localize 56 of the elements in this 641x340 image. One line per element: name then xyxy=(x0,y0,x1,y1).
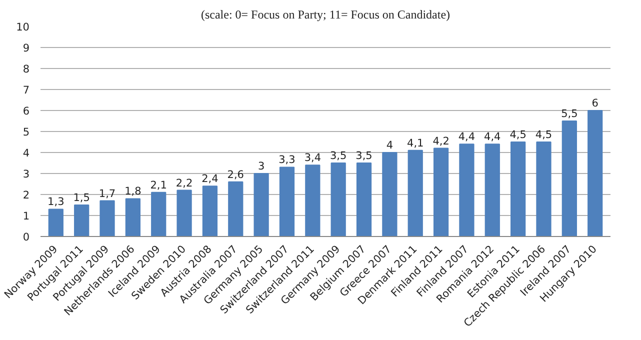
data-label: 4,2 xyxy=(432,135,450,148)
y-tick-label: 9 xyxy=(22,42,30,54)
y-tick-label: 10 xyxy=(16,22,30,34)
data-label: 4,5 xyxy=(535,129,552,141)
data-label: 4,1 xyxy=(407,137,424,150)
data-label: 2,6 xyxy=(227,168,244,181)
bar xyxy=(588,110,603,236)
data-label: 3,5 xyxy=(330,150,347,162)
data-label: 2,1 xyxy=(150,179,167,192)
bar xyxy=(562,120,577,236)
bar xyxy=(151,192,166,236)
bar xyxy=(202,186,218,236)
bar xyxy=(176,190,192,236)
y-tick-label: 7 xyxy=(22,84,30,96)
bar xyxy=(100,200,115,236)
bar xyxy=(408,150,423,236)
y-tick-label: 8 xyxy=(22,64,30,76)
data-label: 4 xyxy=(386,140,394,152)
data-label: 1,8 xyxy=(124,186,142,198)
data-label: 4,5 xyxy=(510,129,526,141)
bar xyxy=(484,144,500,236)
y-tick-label: 4 xyxy=(22,148,30,160)
y-tick-label: 0 xyxy=(22,232,30,244)
bar xyxy=(356,162,372,236)
data-label: 3,5 xyxy=(356,150,372,162)
data-label: 4,4 xyxy=(458,131,476,144)
chart-subtitle: (scale: 0= Focus on Party; 11= Focus on Candidate) xyxy=(200,8,450,22)
data-label: 1,5 xyxy=(73,192,90,204)
bar xyxy=(459,144,474,236)
bar xyxy=(74,204,90,236)
bar xyxy=(382,152,398,236)
y-tick-label: 3 xyxy=(22,168,30,180)
data-label: 3,4 xyxy=(304,152,322,164)
bar xyxy=(228,181,244,236)
y-tick-label: 2 xyxy=(22,190,30,202)
bar xyxy=(536,142,552,236)
y-tick-label: 5 xyxy=(22,126,30,138)
data-label: 1,7 xyxy=(98,188,116,200)
data-label: 1,3 xyxy=(48,196,64,208)
y-tick-label: 1 xyxy=(22,210,30,222)
data-label: 5,5 xyxy=(561,108,578,120)
bar xyxy=(330,162,346,236)
data-label: 4,4 xyxy=(484,131,502,144)
bar xyxy=(510,142,526,236)
bar xyxy=(48,208,64,236)
data-label: 2,4 xyxy=(202,173,219,186)
bar xyxy=(254,173,269,236)
bar xyxy=(305,164,320,236)
bar xyxy=(279,166,295,236)
bar xyxy=(125,198,140,236)
data-label: 3,3 xyxy=(278,154,296,166)
bar xyxy=(433,148,449,236)
y-tick-label: 6 xyxy=(22,106,30,118)
data-label: 6 xyxy=(592,98,599,110)
data-label: 2,2 xyxy=(176,177,193,190)
data-label: 3 xyxy=(258,160,265,172)
